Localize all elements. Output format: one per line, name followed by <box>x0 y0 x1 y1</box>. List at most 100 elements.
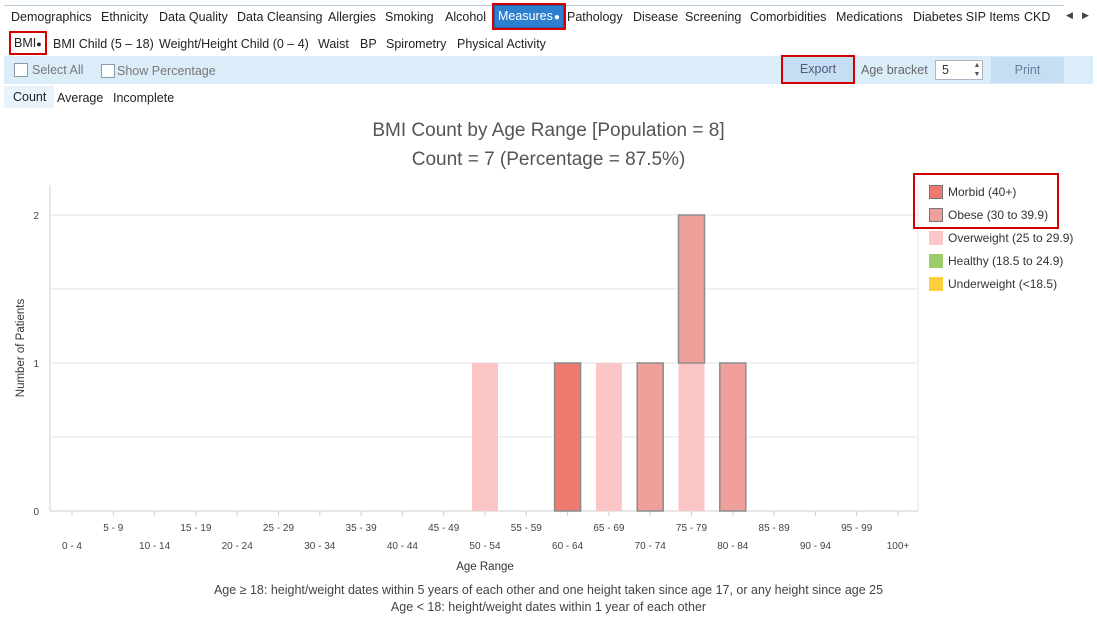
tab-ethnicity[interactable]: Ethnicity <box>101 10 148 24</box>
subtab-label: Weight/Height Child (0 – 4) <box>159 37 309 51</box>
tab-label: Comorbidities <box>750 10 827 24</box>
x-tick-label: 100+ <box>887 541 910 552</box>
x-tick-label: 20 - 24 <box>222 541 254 552</box>
x-tick-label: 15 - 19 <box>180 523 212 534</box>
show-percentage-label: Show Percentage <box>117 64 216 78</box>
print-button[interactable]: Print <box>991 57 1064 83</box>
age-bracket-label: Age bracket <box>861 63 928 77</box>
x-tick-label: 5 - 9 <box>103 523 123 534</box>
toolbar <box>4 56 1093 84</box>
tab-label: Measures <box>498 9 553 23</box>
subtab-label: BMI <box>14 36 37 50</box>
subtab-spirometry[interactable]: Spirometry <box>386 37 446 51</box>
tab-label: Disease <box>633 10 679 24</box>
tab-ckd[interactable]: CKD <box>1024 10 1050 24</box>
x-tick-label: 50 - 54 <box>469 541 501 552</box>
tab-data-quality[interactable]: Data Quality <box>159 10 228 24</box>
legend-label[interactable]: Obese (30 to 39.9) <box>948 208 1049 222</box>
legend-swatch <box>929 254 943 268</box>
subtab-waist[interactable]: Waist <box>318 37 349 51</box>
age-bracket-input[interactable] <box>935 60 983 80</box>
tab-label: Smoking <box>385 10 434 24</box>
x-tick-label: 75 - 79 <box>676 523 708 534</box>
subtab-label: Physical Activity <box>457 37 546 51</box>
x-tick-label: 10 - 14 <box>139 541 171 552</box>
legend-label[interactable]: Healthy (18.5 to 24.9) <box>948 254 1064 268</box>
bar-segment <box>719 362 747 512</box>
subtab-physical-activity[interactable]: Physical Activity <box>457 37 546 51</box>
tab-label: Screening <box>685 10 742 24</box>
tab-comorbidities[interactable]: Comorbidities <box>750 10 826 24</box>
x-tick-label: 0 - 4 <box>62 541 82 552</box>
legend-swatch <box>929 208 943 222</box>
active-dot-icon: ● <box>553 12 560 23</box>
x-tick-label: 80 - 84 <box>717 541 749 552</box>
legend-label[interactable]: Underweight (<18.5) <box>948 277 1058 291</box>
tab-label: Diabetes SIP Items <box>913 10 1020 24</box>
y-tick-label: 1 <box>33 359 39 370</box>
x-axis-label: Age Range <box>456 561 514 573</box>
x-tick-label: 40 - 44 <box>387 541 419 552</box>
tab-data-cleansing[interactable]: Data Cleansing <box>237 10 322 24</box>
subtab-label: BMI Child (5 – 18) <box>53 37 154 51</box>
subtab-bmi-child-5-18[interactable]: BMI Child (5 – 18) <box>53 37 154 51</box>
chevron-left-icon[interactable]: ◀ <box>1066 10 1073 20</box>
export-button[interactable]: Export <box>781 55 855 84</box>
y-tick-label: 0 <box>33 507 39 518</box>
bar-segment <box>677 214 706 364</box>
active-dot-icon: ● <box>36 39 42 49</box>
view-tab-count[interactable]: Count <box>4 86 55 108</box>
tab-label: Data Quality <box>159 10 228 24</box>
x-tick-label: 25 - 29 <box>263 523 295 534</box>
tab-label: Medications <box>836 10 903 24</box>
spin-up-icon[interactable]: ▲ <box>973 62 981 69</box>
footnote-child: Age < 18: height/weight dates within 1 y… <box>390 600 707 614</box>
view-tab-average[interactable]: Average <box>57 91 104 105</box>
bar-segment <box>472 363 498 511</box>
tab-label: Ethnicity <box>101 10 149 24</box>
subtab-label: Spirometry <box>386 37 447 51</box>
tab-measures[interactable]: Measures● <box>492 3 566 30</box>
view-tab-incomplete[interactable]: Incomplete <box>113 91 175 105</box>
select-all-checkbox[interactable] <box>14 63 28 77</box>
x-tick-label: 95 - 99 <box>841 523 873 534</box>
footnote-adult: Age ≥ 18: height/weight dates within 5 y… <box>213 583 884 597</box>
subtab-bp[interactable]: BP <box>360 37 377 51</box>
tab-label: Allergies <box>328 10 376 24</box>
x-tick-label: 55 - 59 <box>511 523 543 534</box>
tab-disease[interactable]: Disease <box>633 10 678 24</box>
tab-alcohol[interactable]: Alcohol <box>445 10 486 24</box>
legend-label[interactable]: Overweight (25 to 29.9) <box>948 231 1074 245</box>
x-tick-label: 30 - 34 <box>304 541 336 552</box>
x-tick-label: 85 - 89 <box>759 523 791 534</box>
subtab-weight-height-child-0-4[interactable]: Weight/Height Child (0 – 4) <box>159 37 309 51</box>
x-tick-label: 35 - 39 <box>346 523 378 534</box>
tab-demographics[interactable]: Demographics <box>11 10 92 24</box>
x-tick-label: 90 - 94 <box>800 541 832 552</box>
show-percentage-checkbox[interactable] <box>101 64 115 78</box>
y-axis-label: Number of Patients <box>15 299 27 398</box>
x-tick-label: 65 - 69 <box>593 523 625 534</box>
tab-label: CKD <box>1024 10 1051 24</box>
tab-medications[interactable]: Medications <box>836 10 903 24</box>
subtab-bmi[interactable]: BMI● <box>9 31 47 55</box>
bar-segment <box>595 363 622 511</box>
tab-smoking[interactable]: Smoking <box>385 10 434 24</box>
x-tick-label: 70 - 74 <box>635 541 667 552</box>
tab-label: Alcohol <box>445 10 486 24</box>
tab-screening[interactable]: Screening <box>685 10 741 24</box>
legend-label[interactable]: Morbid (40+) <box>948 185 1017 199</box>
tab-diabetes-sip-items[interactable]: Diabetes SIP Items <box>913 10 1020 24</box>
select-all-label: Select All <box>32 63 84 77</box>
y-tick-label: 2 <box>33 211 39 222</box>
chevron-right-icon[interactable]: ▶ <box>1082 10 1089 20</box>
chart-subtitle: Count = 7 (Percentage = 87.5%) <box>411 149 686 170</box>
chart-title: BMI Count by Age Range [Population = 8] <box>372 120 725 141</box>
tab-allergies[interactable]: Allergies <box>328 10 376 24</box>
spin-down-icon[interactable]: ▼ <box>973 71 981 78</box>
subtab-label: BP <box>360 37 377 51</box>
tab-pathology[interactable]: Pathology <box>567 10 623 24</box>
x-tick-label: 60 - 64 <box>552 541 584 552</box>
tab-label: Data Cleansing <box>237 10 323 24</box>
